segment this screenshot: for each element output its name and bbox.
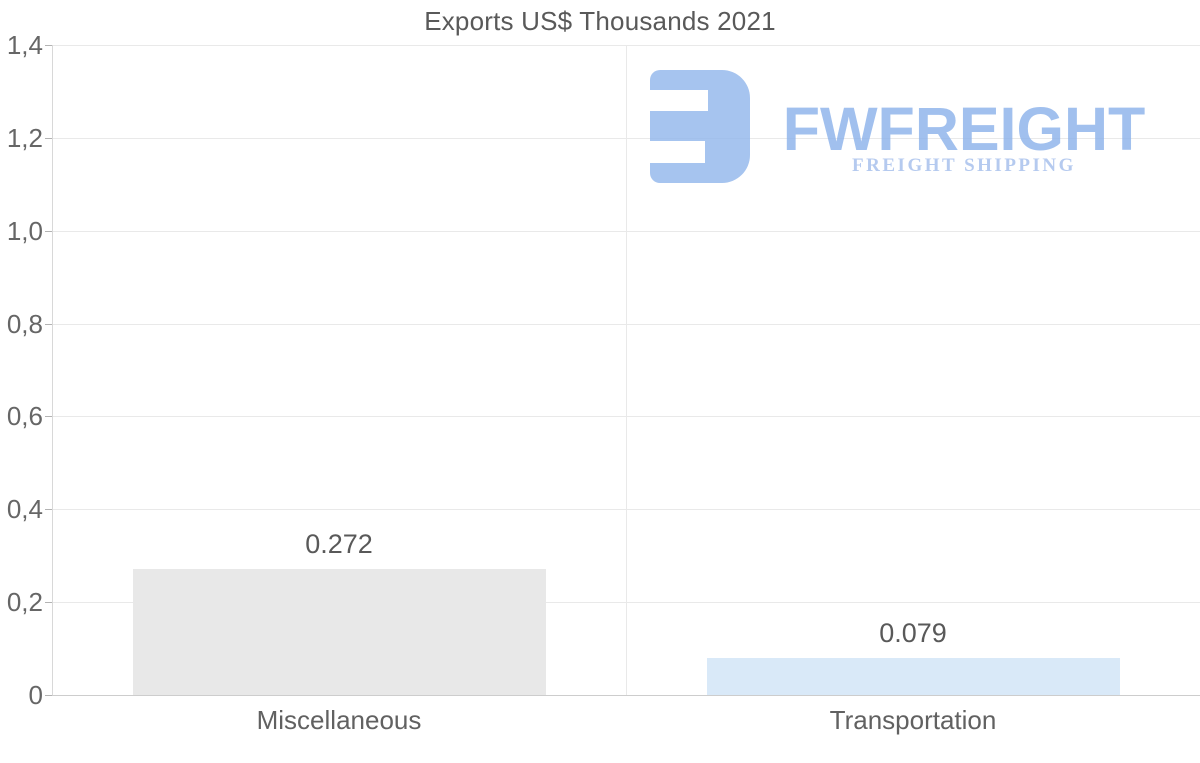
- y-tick: [45, 602, 52, 603]
- bar-value-label: 0.272: [305, 529, 373, 559]
- y-tick: [45, 509, 52, 510]
- y-tick: [45, 45, 52, 46]
- y-tick: [45, 138, 52, 139]
- y-tick-label: 1,0: [6, 216, 43, 246]
- bar-transportation[interactable]: [707, 658, 1120, 695]
- y-axis-line: [52, 45, 53, 695]
- y-tick-label: 0,2: [6, 587, 43, 617]
- x-axis-baseline: [52, 695, 1200, 696]
- chart-title: Exports US$ Thousands 2021: [424, 6, 776, 36]
- y-tick: [45, 231, 52, 232]
- y-tick-label: 0,4: [6, 494, 43, 524]
- y-tick-label: 0: [28, 680, 43, 710]
- y-tick-label: 1,2: [6, 123, 43, 153]
- bar-miscellaneous[interactable]: [133, 569, 546, 695]
- bar-value-label: 0.079: [879, 618, 947, 648]
- y-tick: [45, 695, 52, 696]
- x-category-label: Miscellaneous: [256, 705, 422, 735]
- logo-name: FWFREIGHT: [782, 95, 1146, 163]
- logo-tagline: FREIGHT SHIPPING: [852, 155, 1076, 176]
- y-tick-label: 0,8: [6, 309, 43, 339]
- y-tick-label: 1,4: [6, 30, 43, 60]
- y-tick: [45, 416, 52, 417]
- y-tick: [45, 324, 52, 325]
- fwfreight-logo-icon: [650, 70, 750, 183]
- y-tick-label: 0,6: [6, 401, 43, 431]
- x-category-label: Transportation: [829, 705, 997, 735]
- column-divider-gridline: [626, 45, 627, 695]
- logo: FWFREIGHT FREIGHT SHIPPING: [650, 70, 1150, 183]
